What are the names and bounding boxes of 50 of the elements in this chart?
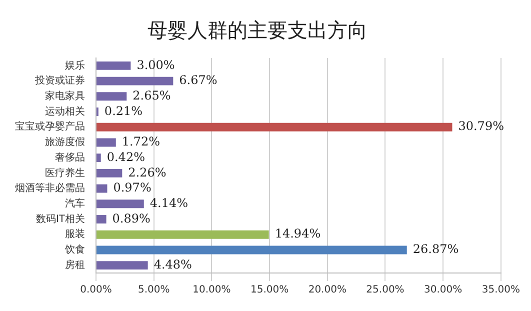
y-tick-label: 服装 xyxy=(65,228,85,240)
y-tick-label: 烟酒等非必需品 xyxy=(15,182,85,194)
data-label: 6.67% xyxy=(179,73,218,88)
x-tick-label: 5.00% xyxy=(138,284,170,296)
y-tick-label: 汽车 xyxy=(65,197,85,210)
x-tick-label: 30.00% xyxy=(424,284,462,296)
y-tick-label: 房租 xyxy=(65,258,85,271)
bar xyxy=(96,215,106,224)
data-label: 26.87% xyxy=(412,242,459,256)
bar xyxy=(96,122,452,132)
bar xyxy=(96,200,144,208)
x-tick-label: 0.00% xyxy=(80,284,112,296)
y-tick-label: 宝宝或孕婴产品 xyxy=(15,120,85,133)
y-tick-label: 奢侈品 xyxy=(55,151,85,164)
data-label: 2.65% xyxy=(132,88,171,103)
data-label: 30.79% xyxy=(458,119,504,134)
bar xyxy=(96,184,108,193)
y-tick-label: 旅游度假 xyxy=(45,136,85,148)
y-tick-label: 家电家具 xyxy=(45,90,85,102)
data-label: 0.42% xyxy=(106,150,145,164)
data-label: 2.26% xyxy=(128,165,166,180)
y-tick-label: 数码IT相关 xyxy=(36,212,85,225)
y-tick-label: 娱乐 xyxy=(65,59,85,72)
bar xyxy=(96,76,174,86)
bar xyxy=(96,246,407,254)
bar xyxy=(96,261,148,270)
x-tick-label: 20.00% xyxy=(308,284,346,296)
bar xyxy=(96,92,127,101)
data-label: 0.89% xyxy=(112,211,150,226)
y-tick-label: 医疗养生 xyxy=(45,166,85,179)
bar xyxy=(96,230,269,239)
bar xyxy=(96,154,101,162)
data-label: 0.97% xyxy=(113,180,152,195)
data-label: 1.72% xyxy=(122,134,160,149)
y-tick-label: 运动相关 xyxy=(45,105,85,118)
data-label: 14.94% xyxy=(274,226,321,241)
x-tick-label: 25.00% xyxy=(366,284,404,296)
data-label: 3.00% xyxy=(136,58,175,72)
y-tick-label: 饮食 xyxy=(64,244,85,256)
x-tick-label: 35.00% xyxy=(482,284,520,296)
chart-title: 母婴人群的主要支出方向 xyxy=(148,18,368,42)
bar xyxy=(96,138,116,147)
x-tick-label: 15.00% xyxy=(250,284,289,296)
bar xyxy=(96,61,131,70)
data-label: 0.21% xyxy=(104,104,143,118)
data-label: 4.14% xyxy=(150,196,188,210)
bar xyxy=(96,168,122,178)
data-label: 4.48% xyxy=(154,257,192,272)
x-tick-label: 10.00% xyxy=(192,284,231,296)
y-tick-label: 投资或证券 xyxy=(34,74,85,87)
